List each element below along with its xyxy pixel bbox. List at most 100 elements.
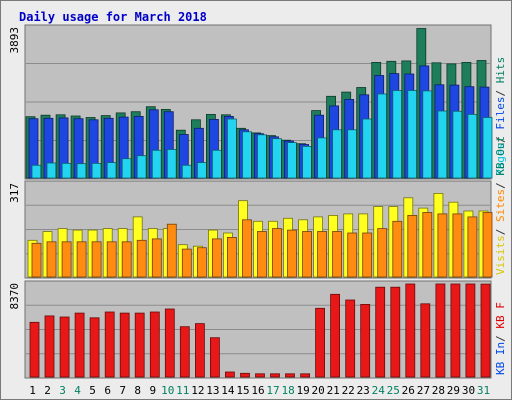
bar-kb-f bbox=[209, 337, 220, 378]
bar-kb-f bbox=[194, 323, 205, 378]
bar-sites bbox=[31, 242, 42, 278]
bar-pages bbox=[106, 162, 117, 179]
bar-sites bbox=[242, 219, 252, 278]
x-tick-label: 30 bbox=[462, 384, 475, 397]
bar-sites bbox=[257, 231, 267, 278]
bar-kb-f bbox=[74, 312, 85, 378]
bar-sites bbox=[392, 220, 403, 278]
x-tick-label: 22 bbox=[342, 384, 355, 397]
bar-kb-f bbox=[59, 316, 70, 378]
x-tick-label: 2 bbox=[44, 384, 51, 397]
bar-kb-f bbox=[345, 299, 356, 378]
x-tick-label: 27 bbox=[417, 384, 430, 397]
bar-sites bbox=[166, 223, 177, 278]
bar-kb-f bbox=[330, 293, 341, 378]
x-tick-label: 6 bbox=[104, 384, 111, 397]
bar-pages bbox=[166, 149, 177, 179]
bar-sites bbox=[452, 213, 463, 278]
x-tick-label: 17 bbox=[266, 384, 279, 397]
x-tick-label: 9 bbox=[149, 384, 156, 397]
bar-sites bbox=[302, 231, 313, 278]
bar-sites bbox=[91, 241, 102, 278]
legend-item: / bbox=[494, 222, 507, 235]
bar-sites bbox=[317, 231, 328, 278]
bar-sites bbox=[121, 241, 132, 278]
bar-sites bbox=[407, 214, 418, 278]
x-tick-label: 24 bbox=[372, 384, 386, 397]
bar-pages bbox=[287, 142, 297, 179]
bar-kb-f bbox=[240, 372, 250, 378]
legend-item: KB Out bbox=[494, 136, 507, 176]
x-tick-label: 13 bbox=[206, 384, 219, 397]
x-tick-label: 3 bbox=[59, 384, 66, 397]
bar-sites bbox=[347, 232, 358, 278]
legend-item: / bbox=[494, 176, 507, 189]
x-tick-label: 14 bbox=[221, 384, 235, 397]
x-tick-label: 28 bbox=[432, 384, 445, 397]
bar-kb-f bbox=[450, 283, 461, 378]
x-tick-label: 26 bbox=[402, 384, 415, 397]
bar-kb-f bbox=[134, 312, 145, 378]
legend-item: KB In bbox=[494, 342, 507, 375]
bar-pages bbox=[46, 162, 57, 179]
x-tick-label: 11 bbox=[176, 384, 189, 397]
bar-kb-f bbox=[465, 283, 476, 378]
bar-pages bbox=[76, 163, 87, 179]
x-tick-label: 4 bbox=[74, 384, 81, 397]
bar-pages bbox=[31, 164, 42, 179]
bar-pages bbox=[121, 158, 132, 179]
y-max-label: 317 bbox=[8, 183, 21, 203]
bar-pages bbox=[61, 162, 72, 179]
bar-pages bbox=[392, 90, 403, 179]
bar-kb-f bbox=[420, 303, 431, 378]
x-tick-label: 31 bbox=[477, 384, 490, 397]
bar-sites bbox=[272, 228, 282, 278]
bar-kb-f bbox=[164, 308, 175, 378]
x-tick-label: 1 bbox=[29, 384, 36, 397]
bar-pages bbox=[362, 118, 373, 179]
bar-pages bbox=[452, 110, 463, 179]
bar-pages bbox=[272, 138, 282, 179]
bar-pages bbox=[317, 137, 328, 179]
bar-pages bbox=[377, 93, 388, 179]
bar-sites bbox=[467, 216, 478, 278]
x-tick-label: 25 bbox=[387, 384, 400, 397]
bar-pages bbox=[151, 149, 162, 179]
bar-pages bbox=[181, 164, 192, 179]
bar-kb-f bbox=[149, 311, 160, 378]
bar-kb-f bbox=[29, 321, 40, 378]
x-tick-label: 19 bbox=[296, 384, 309, 397]
bar-kb-f bbox=[270, 373, 280, 378]
right-legend: Visits/ Sites/ KB Out bbox=[494, 136, 507, 275]
right-legend: Pages/ Files/ Hits bbox=[494, 57, 507, 176]
panel-2: 317 Visits/ Sites/ KB Out bbox=[8, 136, 507, 279]
bar-sites bbox=[211, 238, 222, 278]
chart-title: Daily usage for March 2018 bbox=[19, 10, 207, 24]
bar-kb-f bbox=[89, 317, 100, 378]
bar-kb-f bbox=[480, 283, 491, 378]
bar-pages bbox=[407, 90, 418, 179]
bar-sites bbox=[181, 248, 192, 278]
bar-kb-f bbox=[119, 312, 130, 378]
bar-kb-f bbox=[255, 373, 265, 378]
bars bbox=[29, 283, 491, 378]
y-max-label: 8370 bbox=[8, 283, 21, 310]
bar-sites bbox=[76, 241, 87, 278]
bar-sites bbox=[422, 212, 433, 278]
x-axis-labels: 1 2 3 4 5 6 7 8 9 10 11 12 13 14 15 16 17 18 19 20 21 22 23 24 2… bbox=[29, 384, 490, 397]
bar-pages bbox=[136, 155, 147, 179]
bar-sites bbox=[136, 239, 147, 278]
legend-item: KB F bbox=[494, 302, 507, 329]
bar-kb-f bbox=[285, 373, 295, 378]
bar-sites bbox=[196, 247, 207, 278]
bars bbox=[25, 28, 493, 179]
bar-sites bbox=[61, 241, 72, 278]
bar-pages bbox=[242, 131, 252, 179]
bar-pages bbox=[302, 145, 313, 179]
bar-kb-f bbox=[179, 326, 190, 378]
bars bbox=[27, 192, 493, 278]
legend-item: / bbox=[494, 83, 507, 96]
